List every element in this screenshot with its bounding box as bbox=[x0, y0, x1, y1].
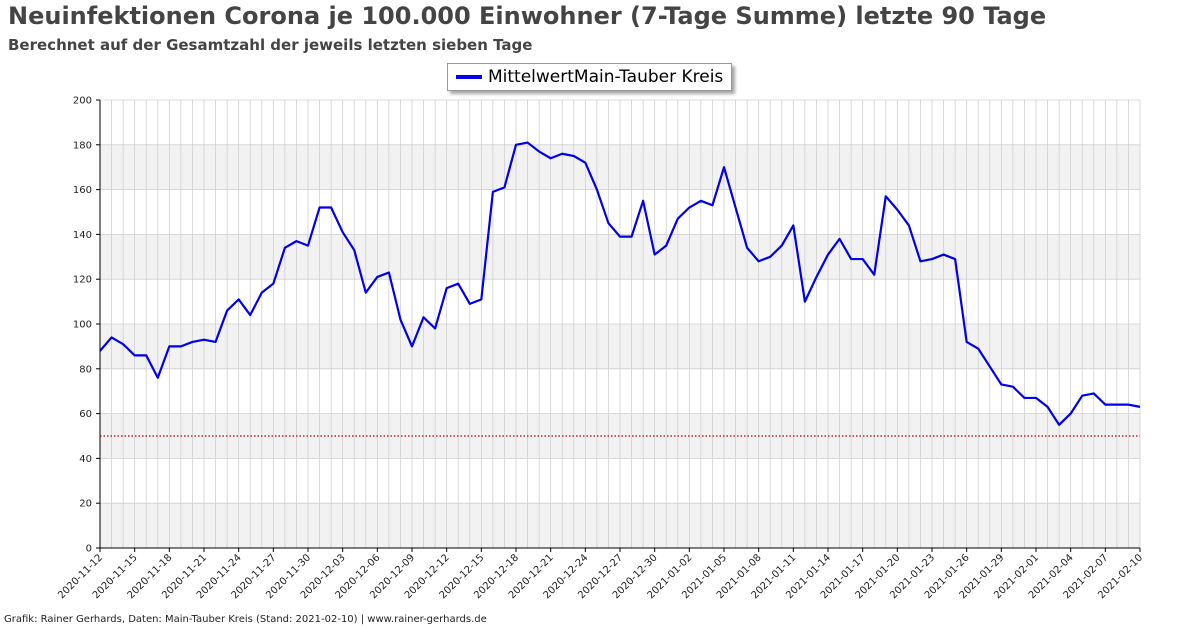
y-tick-label: 200 bbox=[73, 96, 92, 107]
y-tick-label: 140 bbox=[73, 230, 92, 241]
legend-swatch bbox=[456, 75, 482, 79]
y-tick-label: 20 bbox=[79, 499, 92, 510]
y-tick-label: 160 bbox=[73, 185, 92, 196]
y-tick-label: 40 bbox=[79, 454, 92, 465]
y-tick-label: 0 bbox=[86, 544, 92, 555]
y-tick-label: 60 bbox=[79, 409, 92, 420]
series-group bbox=[99, 141, 1141, 426]
series-line bbox=[99, 141, 1141, 426]
chart-title: Neuinfektionen Corona je 100.000 Einwohn… bbox=[8, 2, 1047, 30]
y-tick-label: 180 bbox=[73, 140, 92, 151]
legend: MittelwertMain-Tauber Kreis bbox=[447, 63, 733, 91]
footer-credit: Grafik: Rainer Gerhards, Daten: Main-Tau… bbox=[4, 614, 487, 625]
legend-label: MittelwertMain-Tauber Kreis bbox=[488, 67, 724, 87]
y-tick-label: 100 bbox=[73, 320, 92, 331]
x-tick-labels: 2020-11-122020-11-152020-11-182020-11-21… bbox=[56, 548, 1145, 601]
y-tick-labels: 0 20 40 60 80 100 120 140 160 180 200 bbox=[73, 96, 100, 555]
y-tick-label: 80 bbox=[79, 364, 92, 375]
y-tick-label: 120 bbox=[73, 275, 92, 286]
chart-subtitle: Berechnet auf der Gesamtzahl der jeweils… bbox=[8, 36, 533, 54]
